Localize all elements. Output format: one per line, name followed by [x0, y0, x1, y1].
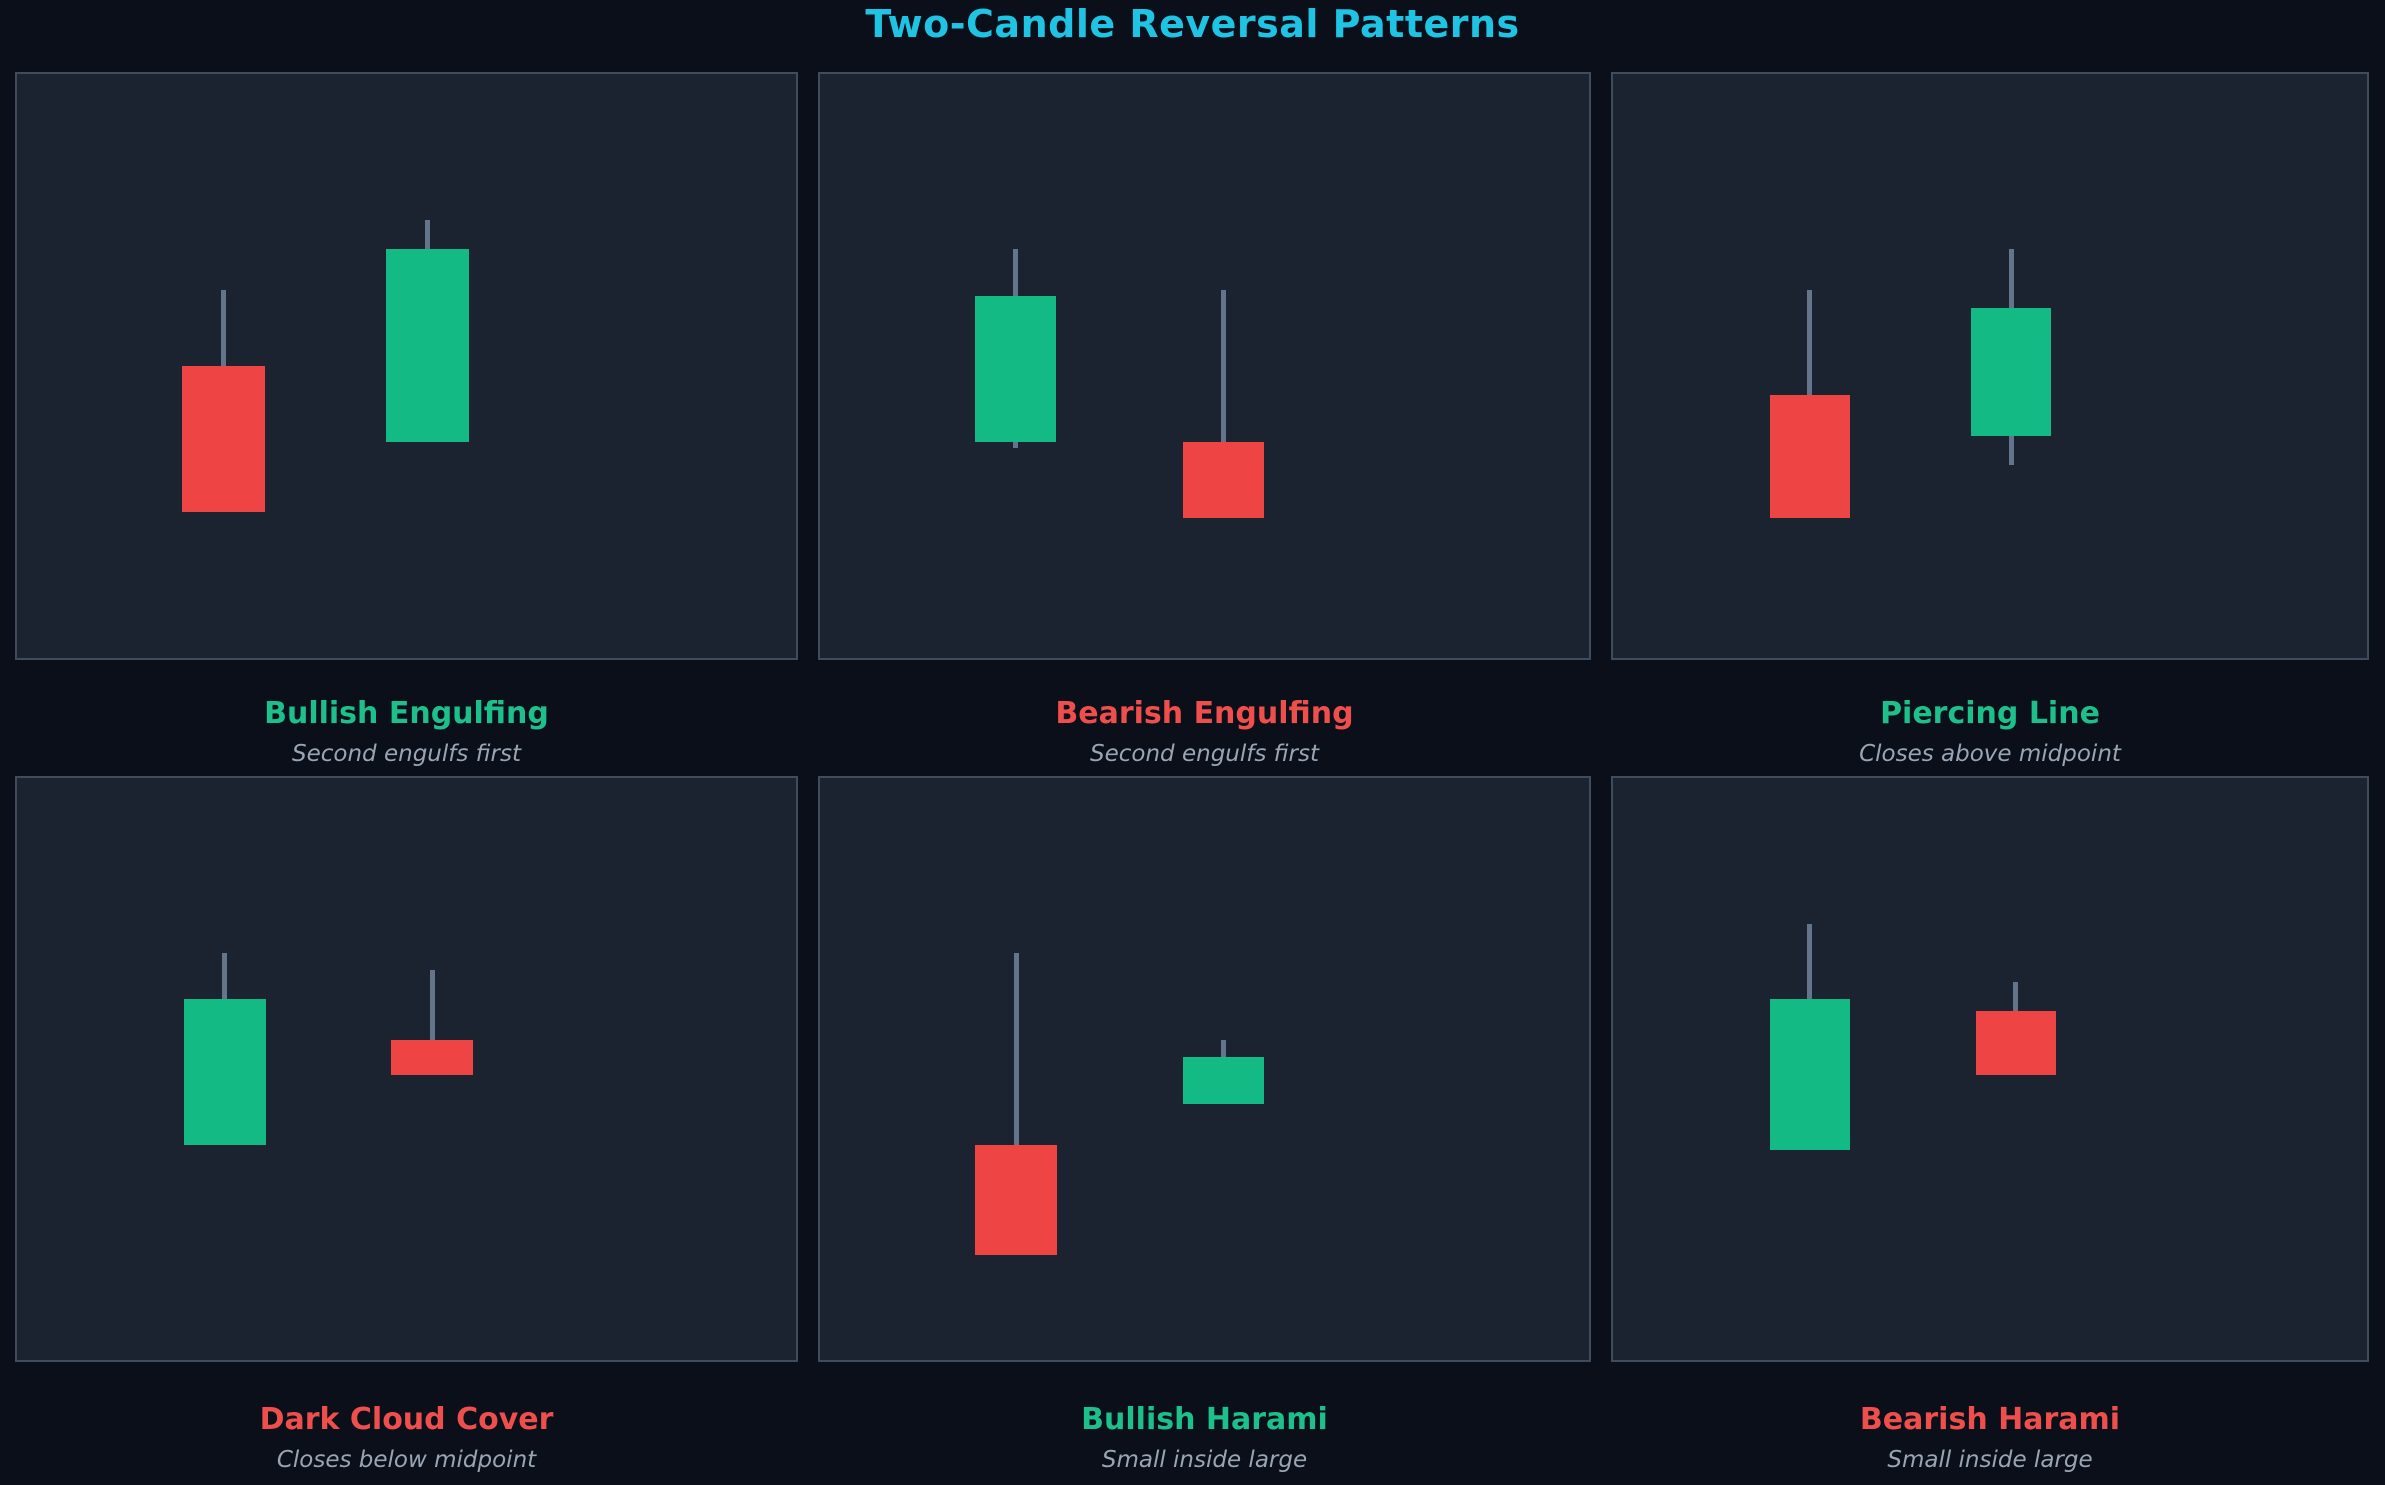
- pattern-title: Bearish Harami: [1859, 1402, 2121, 1437]
- pattern-title: Bullish Engulfing: [264, 696, 549, 731]
- pattern-subtitle: Second engulfs first: [1090, 741, 1319, 767]
- candle-body-bearish: [1182, 441, 1265, 518]
- panel-piercing-line: Piercing Line Closes above midpoint: [1611, 72, 2369, 768]
- candle-body-bearish: [182, 366, 265, 512]
- pattern-subtitle: Closes above midpoint: [1859, 741, 2121, 767]
- candle-body-bullish: [1182, 1057, 1265, 1104]
- pattern-subtitle: Small inside large: [1101, 1447, 1308, 1473]
- pattern-title: Piercing Line: [1880, 696, 2100, 731]
- pattern-title: Dark Cloud Cover: [259, 1402, 554, 1437]
- panel-bearish-harami: Bearish Harami Small inside large: [1611, 776, 2369, 1474]
- caption-dark-cloud-cover: Dark Cloud Cover Closes below midpoint: [15, 1402, 798, 1474]
- candle-body-bullish: [1971, 307, 2052, 437]
- pattern-subtitle: Small inside large: [1887, 1447, 2093, 1473]
- panel-dark-cloud-cover: Dark Cloud Cover Closes below midpoint: [15, 776, 798, 1474]
- candlestick-plot-bearish-engulfing: [818, 72, 1591, 660]
- caption-bullish-harami: Bullish Harami Small inside large: [818, 1402, 1591, 1474]
- caption-bearish-engulfing: Bearish Engulfing Second engulfs first: [818, 696, 1591, 768]
- candlestick-plot-piercing-line: [1611, 72, 2369, 660]
- candle-body-bearish: [975, 1144, 1057, 1256]
- candlestick-plot-bullish-engulfing: [15, 72, 798, 660]
- caption-piercing-line: Piercing Line Closes above midpoint: [1611, 696, 2369, 768]
- panel-bullish-engulfing: Bullish Engulfing Second engulfs first: [15, 72, 798, 768]
- candle-body-bearish: [1975, 1010, 2056, 1075]
- candle-wick: [1221, 290, 1227, 518]
- panel-bearish-engulfing: Bearish Engulfing Second engulfs first: [818, 72, 1591, 768]
- pattern-subtitle: Second engulfs first: [292, 741, 521, 767]
- candle-body-bearish: [390, 1039, 474, 1075]
- pattern-title: Bearish Engulfing: [1055, 696, 1354, 731]
- candle-wick: [1013, 952, 1019, 1256]
- candle-body-bullish: [183, 999, 267, 1145]
- candle-body-bullish: [386, 249, 469, 442]
- caption-bearish-harami: Bearish Harami Small inside large: [1611, 1402, 2369, 1474]
- panel-bullish-harami: Bullish Harami Small inside large: [818, 776, 1591, 1474]
- candlestick-plot-bearish-harami: [1611, 776, 2369, 1362]
- candle-wick: [429, 970, 435, 1075]
- figure-title: Two-Candle Reversal Patterns: [865, 2, 1520, 46]
- candle-body-bullish: [1769, 999, 1850, 1151]
- candlestick-plot-bullish-harami: [818, 776, 1591, 1362]
- caption-bullish-engulfing: Bullish Engulfing Second engulfs first: [15, 696, 798, 768]
- candlestick-plot-dark-cloud-cover: [15, 776, 798, 1362]
- candle-body-bullish: [974, 295, 1057, 442]
- pattern-subtitle: Closes below midpoint: [276, 1447, 537, 1473]
- pattern-title: Bullish Harami: [1081, 1402, 1328, 1437]
- candle-body-bearish: [1769, 395, 1850, 518]
